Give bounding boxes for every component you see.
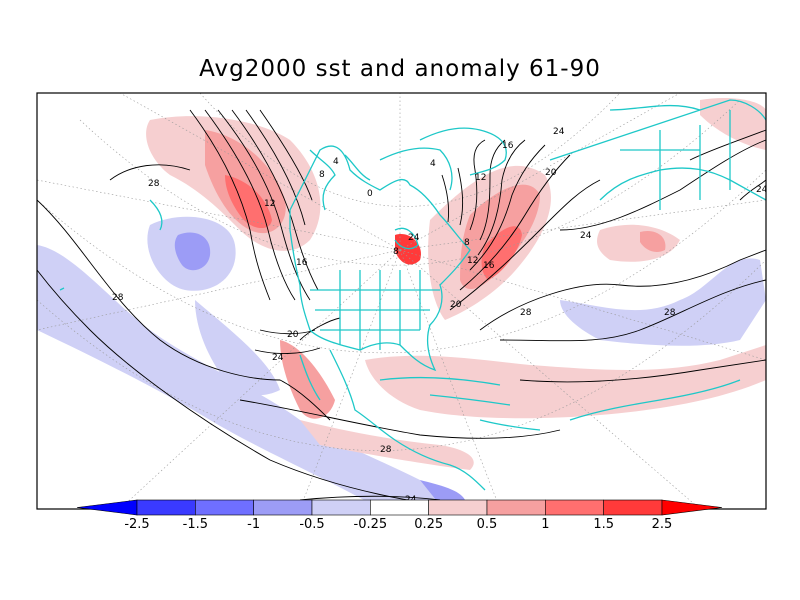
contour-label: 8	[464, 238, 470, 248]
contour-label: 24	[408, 233, 420, 243]
colorbar-tick-label: -0.5	[299, 517, 324, 532]
colorbar-bin	[253, 499, 313, 516]
anomaly-negative-patch	[37, 245, 460, 509]
colorbar-tick-label: 0.5	[477, 517, 498, 532]
contour-label: 12	[475, 173, 486, 183]
contour-labels: 28 28 28 28 28 24 24 24 24 20 20 20 16 1…	[112, 127, 768, 505]
colorbar-bin	[370, 499, 429, 516]
colorbar-tick-label: -2.5	[124, 517, 149, 532]
anomaly-positive-patch	[300, 420, 474, 470]
colorbar-bin	[603, 499, 663, 516]
coastlines	[59, 99, 766, 491]
contour-label: 4	[333, 157, 339, 167]
lat-lon-grid	[37, 93, 766, 509]
contour-label: 20	[450, 300, 462, 310]
anomaly-positive-patch	[225, 175, 272, 229]
colorbar-tick-label: 0.25	[414, 517, 443, 532]
colorbar-arrow-low	[76, 499, 138, 516]
contour-label: 8	[319, 170, 325, 180]
contour-label: 16	[483, 261, 495, 271]
contour-label: 4	[430, 159, 436, 169]
colorbar-tick-label: -1	[247, 517, 260, 532]
contour-label: 20	[545, 168, 557, 178]
contour-label: 28	[148, 179, 160, 189]
colorbar-bin	[195, 499, 254, 516]
anomaly-negative-patch	[560, 258, 766, 346]
contour-label: 28	[380, 445, 392, 455]
sst-contours	[37, 109, 766, 509]
colorbar-tick-label: 1.5	[593, 517, 614, 532]
contour-label: 24	[756, 185, 768, 195]
colorbar-bin	[428, 499, 488, 516]
anomaly-positive-patch	[640, 230, 666, 253]
colorbar-bin	[545, 499, 604, 516]
colorbar-tick-label: -1.5	[183, 517, 208, 532]
anomaly-positive-patch	[700, 98, 766, 150]
contour-label: 12	[467, 256, 478, 266]
contour-label: 12	[264, 199, 275, 209]
map-title: Avg2000 sst and anomaly 61-90	[199, 56, 601, 82]
colorbar-arrow-high	[661, 499, 723, 516]
contour-label: 16	[296, 258, 308, 268]
anomaly-positive-patch	[280, 340, 335, 419]
colorbar-bin	[486, 499, 546, 516]
anomaly-negative-patch	[174, 232, 211, 271]
contour-label: 24	[553, 127, 565, 137]
colorbar-tick-label: 1	[541, 517, 549, 532]
contour-label: 16	[502, 141, 514, 151]
contour-label: 20	[287, 330, 299, 340]
contour-label: 24	[272, 353, 284, 363]
colorbar-tick-label: 2.5	[652, 517, 673, 532]
anomaly-positive-patch	[597, 224, 680, 262]
contour-label: 8	[393, 247, 399, 257]
contour-label: 24	[580, 231, 592, 241]
contour-label: 28	[664, 308, 676, 318]
anomaly-negative-patch	[420, 480, 465, 505]
colorbar: -2.5 -1.5 -1 -0.5 -0.25 0.25 0.5 1 1.5 2.5	[76, 499, 723, 532]
contour-label: 28	[112, 293, 124, 303]
map-plot-area: 28 28 28 28 28 24 24 24 24 20 20 20 16 1…	[37, 93, 768, 509]
colorbar-bin	[311, 499, 371, 516]
contour-label: 28	[520, 308, 532, 318]
anomaly-positive-patch	[481, 226, 522, 280]
colorbar-bin	[136, 499, 196, 516]
anomaly-shading	[37, 98, 766, 509]
contour-label: 0	[367, 189, 373, 199]
anomaly-negative-patch	[195, 300, 280, 396]
colorbar-tick-label: -0.25	[354, 517, 388, 532]
